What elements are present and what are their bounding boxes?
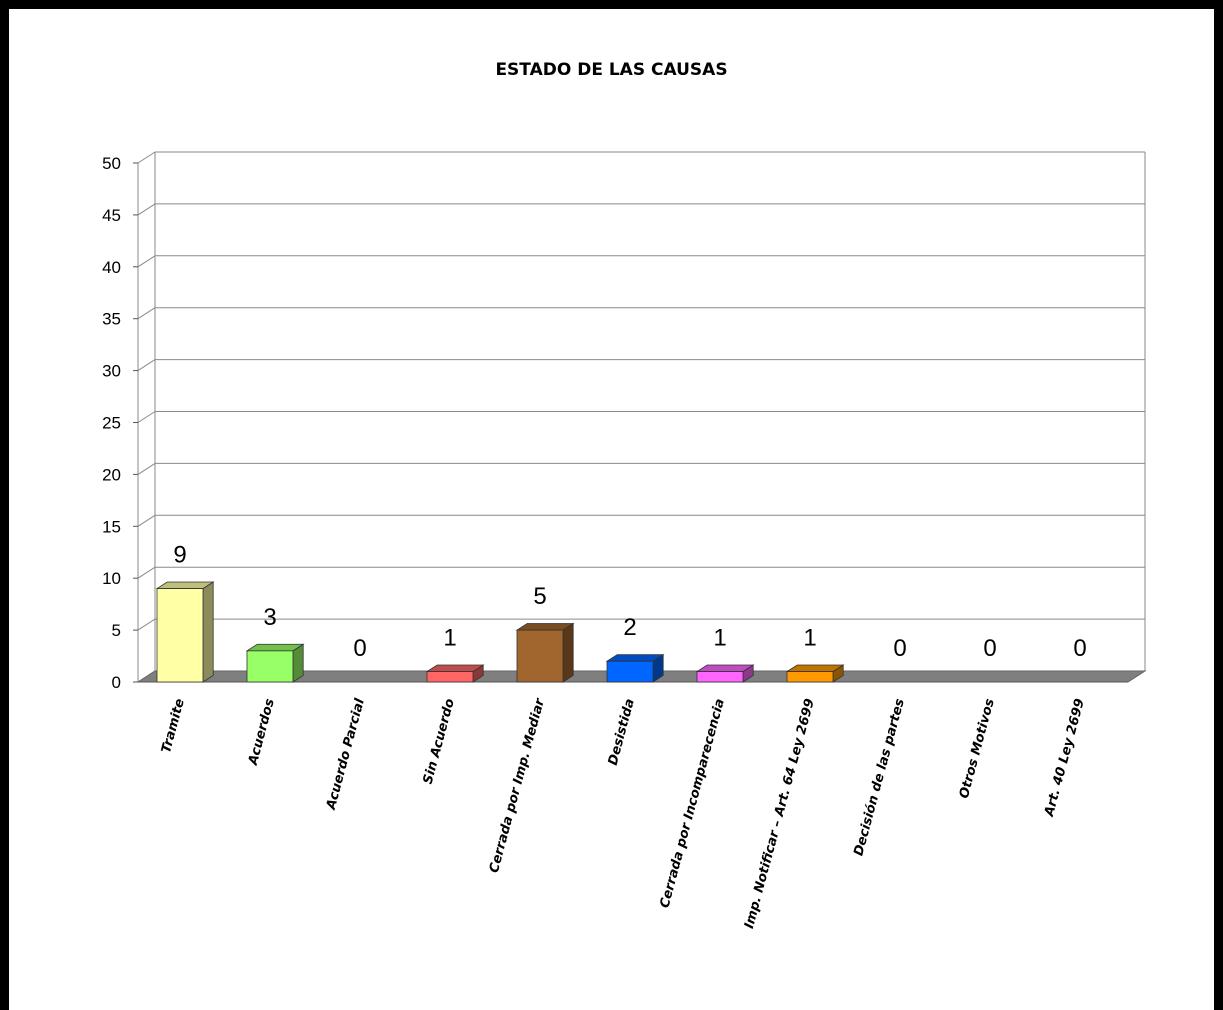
y-tick-label: 25 <box>102 414 121 433</box>
x-tick-label: Art. 40 Ley 2699 <box>1042 697 1088 819</box>
data-label: 9 <box>173 542 186 569</box>
bar-front <box>156 588 204 683</box>
bar-top <box>605 654 665 662</box>
data-label: 0 <box>983 635 996 662</box>
gridline-diag <box>137 255 156 268</box>
bar-front <box>606 660 654 683</box>
data-label: 0 <box>353 635 366 662</box>
bar-top <box>425 664 485 673</box>
bar <box>425 664 485 683</box>
gridline-diag <box>137 566 156 579</box>
gridline-diag <box>137 203 156 216</box>
x-tick-label: Imp. Notificar – Art. 64 Ley 2699 <box>742 697 818 930</box>
bar-top <box>785 664 845 673</box>
y-tick-label: 10 <box>102 569 121 588</box>
x-tick-label: Cerrada por Incomparecencia <box>657 697 727 910</box>
data-label: 1 <box>443 625 456 652</box>
bar-side <box>202 581 214 683</box>
data-label: 1 <box>713 625 726 652</box>
bar-front <box>516 629 564 683</box>
y-tick-label: 50 <box>102 154 121 173</box>
x-tick-label: Cerrada por Imp. Mediar <box>487 696 548 875</box>
y-tick-label: 35 <box>102 310 121 329</box>
data-label: 1 <box>803 625 816 652</box>
data-label: 0 <box>893 635 906 662</box>
gridline-diag <box>137 618 156 631</box>
bar-top <box>515 623 575 631</box>
y-tick-label: 5 <box>112 621 121 640</box>
data-label: 0 <box>1073 635 1086 662</box>
bar-front <box>426 671 474 683</box>
data-label: 3 <box>263 604 276 631</box>
y-tick-label: 15 <box>102 517 121 536</box>
x-tick-label: Tramite <box>159 697 188 755</box>
x-tick-label: Sin Acuerdo <box>421 697 458 786</box>
x-tick-label: Decisión de las partes <box>851 697 908 858</box>
x-tick-label: Otros Motivos <box>957 697 998 800</box>
data-label: 5 <box>533 583 546 610</box>
gridline-diag <box>137 514 156 527</box>
bar-front <box>696 671 744 683</box>
x-tick-label: Acuerdos <box>246 697 278 768</box>
bar-front <box>246 650 294 683</box>
bar-side <box>562 622 574 683</box>
bar-top <box>695 664 755 673</box>
y-tick-label: 45 <box>102 206 121 225</box>
y-tick-label: 0 <box>112 673 121 692</box>
gridline-diag <box>137 151 156 164</box>
bar-top <box>155 581 215 589</box>
bar-top <box>245 643 305 652</box>
chart-title: ESTADO DE LAS CAUSAS <box>495 60 728 80</box>
gridline-diag <box>137 359 156 372</box>
x-tick-label: Desistida <box>606 697 638 767</box>
bar <box>155 581 215 683</box>
bar <box>695 664 755 683</box>
gridline-diag <box>137 462 156 475</box>
bar <box>245 643 305 683</box>
data-label: 2 <box>623 614 636 641</box>
bar <box>605 653 665 683</box>
gridlines <box>137 151 1145 683</box>
y-tick-label: 20 <box>102 465 121 484</box>
y-tick-label: 40 <box>102 258 121 277</box>
bar <box>515 622 575 683</box>
bar-front <box>786 671 834 683</box>
y-tick-label: 30 <box>102 362 121 381</box>
x-tick-label: Acuerdo Parcial <box>324 697 368 812</box>
gridline-diag <box>137 307 156 320</box>
bar <box>785 664 845 683</box>
gridline-diag <box>137 411 156 423</box>
